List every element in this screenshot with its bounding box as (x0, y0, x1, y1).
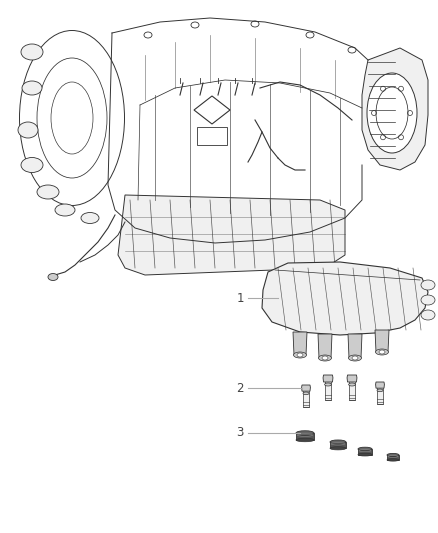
Polygon shape (262, 262, 428, 335)
Text: 2: 2 (237, 382, 244, 394)
Ellipse shape (322, 356, 328, 360)
Ellipse shape (330, 447, 346, 450)
Ellipse shape (21, 157, 43, 173)
Polygon shape (347, 375, 357, 382)
Ellipse shape (18, 122, 38, 138)
Ellipse shape (293, 352, 307, 358)
Ellipse shape (330, 440, 346, 444)
Ellipse shape (20, 30, 124, 206)
Ellipse shape (387, 459, 399, 461)
Ellipse shape (421, 310, 435, 320)
Ellipse shape (349, 383, 355, 386)
Polygon shape (293, 332, 307, 355)
Ellipse shape (55, 204, 75, 216)
Ellipse shape (349, 355, 361, 361)
Polygon shape (349, 375, 355, 400)
Ellipse shape (318, 355, 332, 361)
Ellipse shape (377, 389, 383, 392)
Polygon shape (18, 18, 420, 232)
Ellipse shape (375, 349, 389, 355)
Ellipse shape (421, 295, 435, 305)
Polygon shape (118, 195, 345, 275)
Polygon shape (377, 382, 383, 404)
Ellipse shape (358, 453, 372, 456)
Ellipse shape (21, 44, 43, 60)
Polygon shape (318, 334, 332, 358)
Ellipse shape (81, 213, 99, 223)
Text: 3: 3 (237, 426, 244, 440)
Ellipse shape (296, 438, 314, 442)
Ellipse shape (421, 280, 435, 290)
Ellipse shape (358, 447, 372, 451)
Polygon shape (330, 442, 346, 448)
Polygon shape (387, 455, 399, 460)
Ellipse shape (37, 185, 59, 199)
Text: 1: 1 (237, 292, 244, 304)
Ellipse shape (325, 383, 332, 386)
Polygon shape (323, 375, 333, 382)
Ellipse shape (352, 356, 358, 360)
Polygon shape (296, 433, 314, 440)
Polygon shape (375, 330, 389, 352)
Ellipse shape (387, 454, 399, 457)
Polygon shape (325, 375, 331, 400)
Polygon shape (303, 385, 309, 407)
Ellipse shape (296, 431, 314, 435)
Ellipse shape (22, 81, 42, 95)
Ellipse shape (48, 273, 58, 280)
Polygon shape (358, 449, 372, 455)
Ellipse shape (303, 392, 309, 394)
Polygon shape (348, 334, 362, 358)
Ellipse shape (367, 73, 417, 153)
Polygon shape (376, 382, 385, 388)
Polygon shape (362, 48, 428, 170)
Polygon shape (302, 385, 311, 391)
Ellipse shape (297, 353, 303, 357)
Ellipse shape (379, 350, 385, 354)
